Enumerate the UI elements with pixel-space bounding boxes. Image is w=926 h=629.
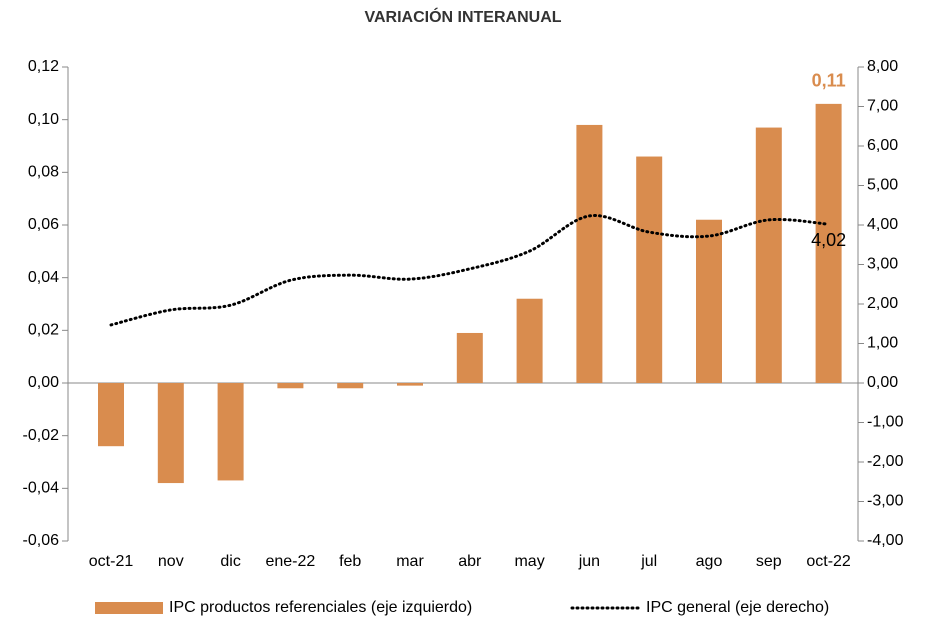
bar (217, 383, 244, 481)
y2-tick-label: -3,00 (867, 493, 904, 510)
bar (755, 127, 782, 383)
y-tick-label: -0,06 (23, 532, 60, 549)
legend-swatch (95, 602, 163, 614)
y2-tick-label: 2,00 (867, 295, 898, 312)
bar (157, 383, 184, 484)
y-tick-label: 0,06 (28, 216, 59, 233)
y2-tick-label: -4,00 (867, 532, 904, 549)
x-tick-label: oct-22 (806, 553, 851, 570)
x-tick-label: ago (696, 553, 723, 570)
y2-tick-label: 0,00 (867, 374, 898, 391)
bar (576, 124, 603, 383)
y-tick-label: 0,12 (28, 58, 59, 75)
bar (456, 332, 483, 383)
x-tick-label: nov (158, 553, 184, 570)
y-tick-label: 0,08 (28, 164, 59, 181)
x-tick-label: dic (220, 553, 240, 570)
y-tick-label: 0,10 (28, 111, 59, 128)
x-tick-label: jul (640, 553, 657, 570)
bar (98, 383, 124, 447)
legend-label: IPC productos referenciales (eje izquier… (169, 599, 472, 616)
x-tick-label: ene-22 (265, 553, 315, 570)
y2-tick-label: 5,00 (867, 177, 898, 194)
bar (337, 383, 364, 389)
y2-tick-label: 4,00 (867, 216, 898, 233)
y-tick-label: 0,00 (28, 374, 59, 391)
bar (277, 383, 304, 389)
y2-tick-label: 6,00 (867, 137, 898, 154)
y2-tick-label: 1,00 (867, 335, 898, 352)
x-tick-label: sep (756, 553, 782, 570)
bar (815, 103, 842, 383)
x-tick-label: oct-21 (89, 553, 134, 570)
legend-label: IPC general (eje derecho) (646, 599, 829, 616)
y2-tick-label: 7,00 (867, 98, 898, 115)
y-tick-label: 0,04 (28, 269, 59, 286)
x-tick-label: jun (578, 553, 600, 570)
x-tick-label: abr (458, 553, 482, 570)
y2-tick-label: -1,00 (867, 414, 904, 431)
y-tick-label: -0,02 (23, 427, 60, 444)
line-value-label: 4,02 (811, 230, 846, 250)
y-tick-label: 0,02 (28, 322, 59, 339)
bar-value-label: 0,11 (812, 71, 846, 91)
x-tick-label: mar (396, 553, 424, 570)
line (109, 214, 831, 327)
y2-tick-label: 8,00 (867, 58, 898, 75)
bar (516, 298, 543, 383)
chart-title: VARIACIÓN INTERANUAL (364, 7, 561, 26)
bar (636, 156, 663, 383)
bar (397, 383, 423, 386)
y2-tick-label: 3,00 (867, 256, 898, 273)
bar (696, 219, 722, 383)
y2-tick-label: -2,00 (867, 453, 904, 470)
y-tick-label: -0,04 (23, 480, 60, 497)
x-tick-label: feb (339, 553, 361, 570)
x-tick-label: may (514, 553, 544, 570)
